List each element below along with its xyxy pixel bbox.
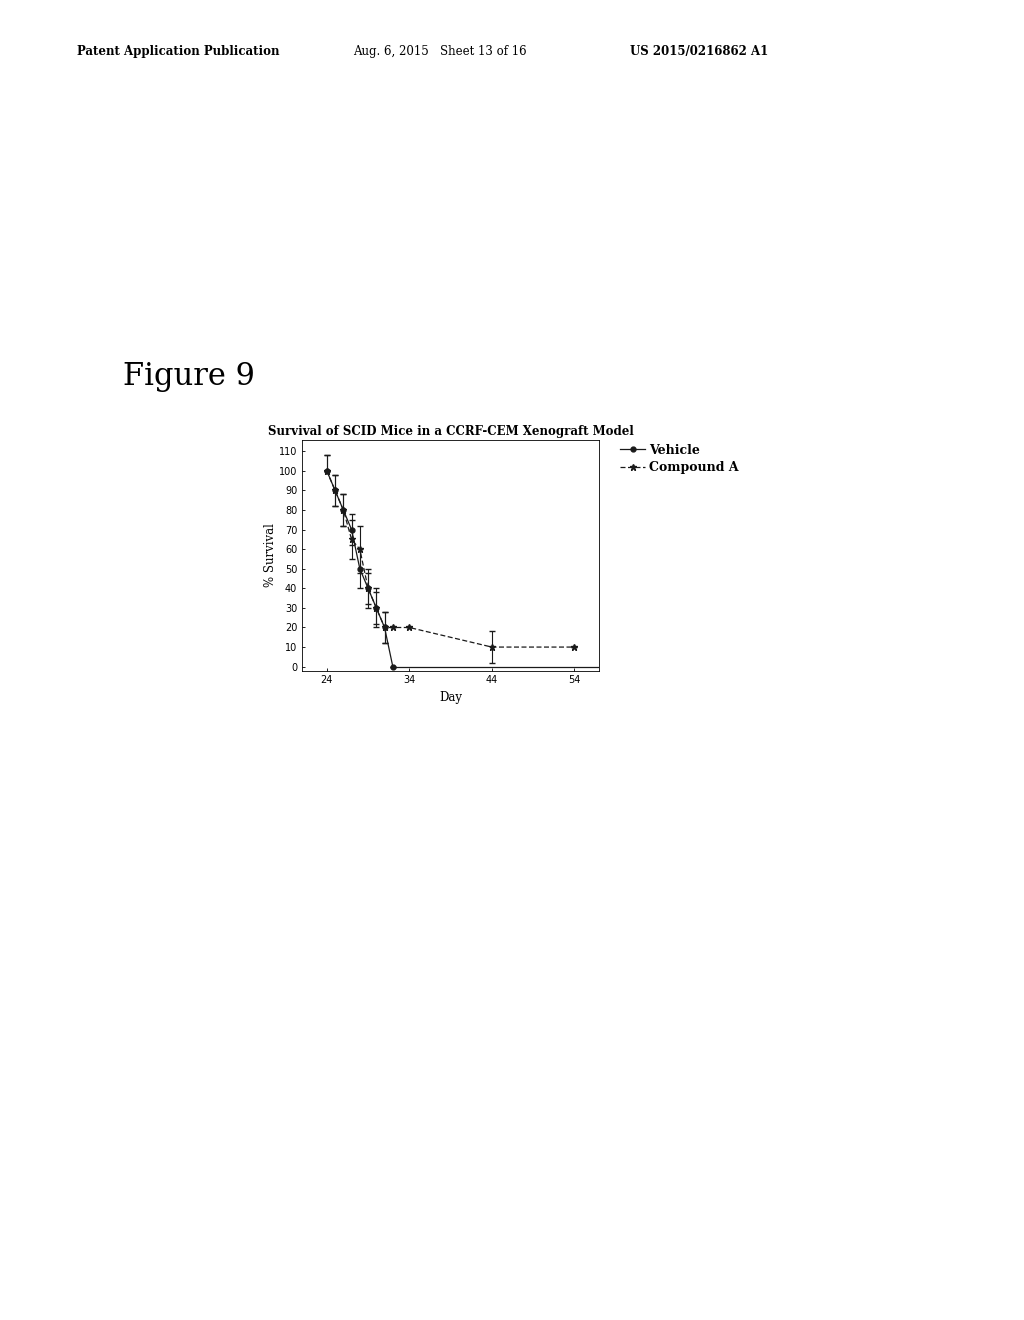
Y-axis label: % Survival: % Survival [264, 523, 278, 587]
Legend: Vehicle, Compound A: Vehicle, Compound A [621, 444, 738, 474]
Text: US 2015/0216862 A1: US 2015/0216862 A1 [630, 45, 768, 58]
X-axis label: Day: Day [439, 690, 462, 704]
Text: Aug. 6, 2015   Sheet 13 of 16: Aug. 6, 2015 Sheet 13 of 16 [353, 45, 527, 58]
Title: Survival of SCID Mice in a CCRF-CEM Xenograft Model: Survival of SCID Mice in a CCRF-CEM Xeno… [267, 425, 634, 438]
Text: Figure 9: Figure 9 [123, 362, 255, 392]
Text: Patent Application Publication: Patent Application Publication [77, 45, 280, 58]
